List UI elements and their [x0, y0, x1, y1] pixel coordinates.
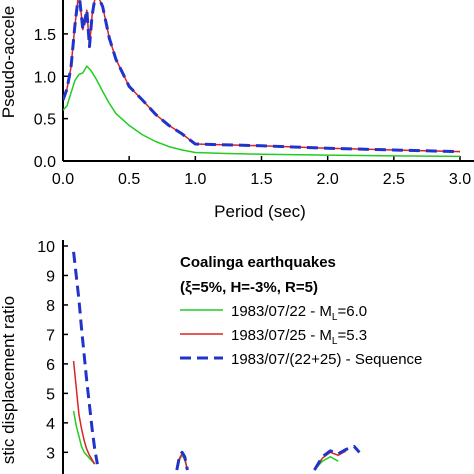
series-line — [72, 360, 96, 465]
y-axis-label: stic displacement ratio — [0, 296, 18, 464]
x-tick-label: 3.0 — [449, 171, 471, 188]
x-tick-label: 0.5 — [118, 171, 140, 188]
x-tick-label: 2.0 — [317, 171, 339, 188]
y-tick-label: 0.0 — [34, 154, 56, 171]
series-line — [72, 251, 99, 465]
top-chart: 0.0 0.5 1.0 1.5 0.0 0.5 1.0 1.5 2.0 2.5 3.0 Period … — [0, 0, 474, 221]
x-tick-label: 2.5 — [383, 171, 405, 188]
series-line — [63, 65, 461, 158]
y-tick-label: 10 — [37, 239, 55, 256]
series-line-segment — [313, 444, 361, 471]
series-line — [63, 0, 461, 154]
x-axis-label: Period (sec) — [214, 202, 306, 221]
bottom-chart: 3 4 5 6 7 8 9 10 stic displacement ratio Coalinga… — [0, 239, 422, 474]
y-tick-label: 6 — [46, 357, 55, 374]
legend-title: Coalinga earthquakes — [180, 254, 336, 271]
y-tick-label: 8 — [46, 298, 55, 315]
legend-subtitle: (ξ=5%, H=-3%, R=5) — [180, 279, 318, 296]
y-axis-label: Pseudo-accele — [0, 6, 18, 118]
x-tick-label: 1.5 — [250, 171, 272, 188]
legend-label: 1983/07/25 - ML=5.3 — [231, 327, 367, 347]
y-tick-label: 0.5 — [34, 112, 56, 129]
series-line — [72, 410, 96, 465]
x-tick-label: 0.0 — [52, 171, 74, 188]
series-line-segment — [175, 450, 189, 471]
y-tick-label: 5 — [46, 386, 55, 403]
y-tick-label: 9 — [46, 268, 55, 285]
y-tick-label: 7 — [46, 327, 55, 344]
x-tick-label: 1.0 — [184, 171, 206, 188]
y-tick-label: 4 — [46, 416, 55, 433]
legend-label: 1983/07/22 - ML=6.0 — [231, 303, 367, 323]
y-tick-label: 1.0 — [34, 69, 56, 86]
legend-label: 1983/07/(22+25) - Sequence — [231, 351, 422, 368]
y-tick-label: 3 — [46, 445, 55, 462]
y-tick-label: 1.5 — [34, 27, 56, 44]
